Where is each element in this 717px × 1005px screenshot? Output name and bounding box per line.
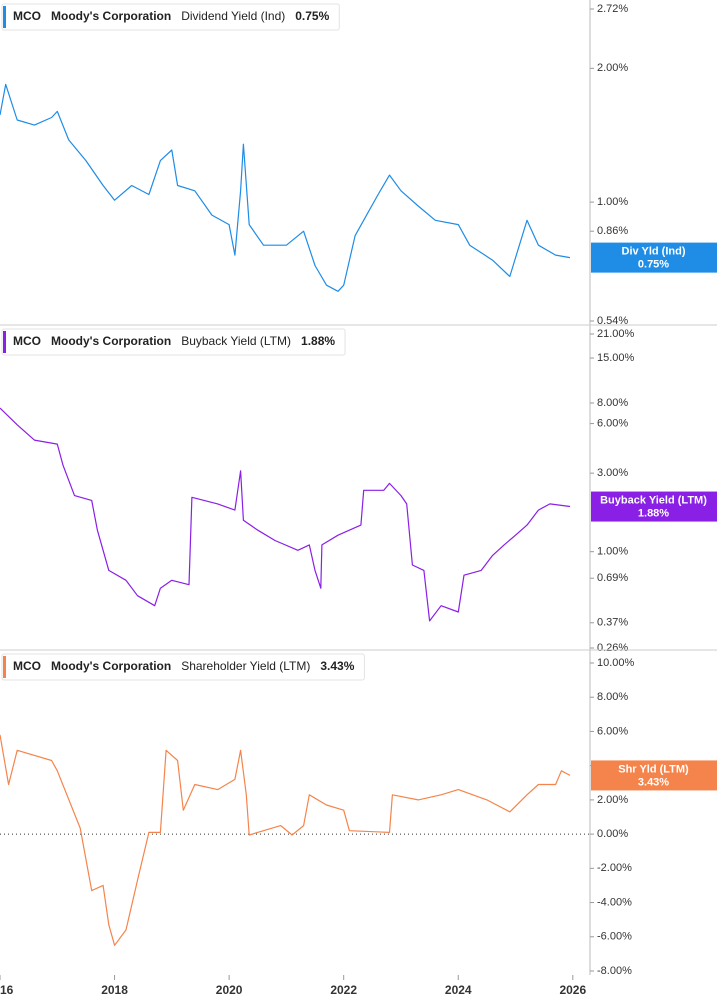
y-tick-label: -6.00%: [597, 931, 632, 943]
header-box: [1, 328, 346, 356]
metric-name: Shareholder Yield (LTM): [181, 659, 310, 673]
y-tick-label: 6.00%: [597, 417, 628, 429]
data-line: [0, 83, 571, 292]
y-tick-label: 0.00%: [597, 828, 628, 840]
ticker: MCO: [13, 659, 41, 673]
header-accent: [3, 331, 6, 353]
x-tick-label: 2024: [445, 983, 472, 997]
header-box: [1, 3, 340, 31]
tag-value: 3.43%: [638, 776, 669, 788]
y-tick-label: 0.54%: [597, 315, 628, 327]
y-tick-label: 21.00%: [597, 328, 635, 340]
company: Moody's Corporation: [51, 9, 171, 23]
x-tick-label: 2020: [216, 983, 243, 997]
y-tick-label: 8.00%: [597, 691, 628, 703]
y-tick-label: -2.00%: [597, 862, 632, 874]
metric-name: Dividend Yield (Ind): [181, 9, 285, 23]
ticker: MCO: [13, 334, 41, 348]
latest-tag: [591, 242, 717, 273]
company: Moody's Corporation: [51, 659, 171, 673]
latest-tag: [591, 760, 717, 791]
x-tick-label: 2018: [101, 983, 128, 997]
y-tick-label: 0.69%: [597, 572, 628, 584]
y-tick-label: 1.00%: [597, 196, 628, 208]
x-tick-label: 2022: [330, 983, 357, 997]
y-tick-label: 8.00%: [597, 397, 628, 409]
y-tick-label: 2.00%: [597, 794, 628, 806]
tag-value: 1.88%: [638, 507, 669, 519]
tag-label: Shr Yld (LTM): [618, 763, 689, 775]
latest-value: 0.75%: [295, 9, 329, 23]
tag-value: 0.75%: [638, 259, 669, 271]
tag-label: Buyback Yield (LTM): [600, 494, 707, 506]
y-tick-label: 0.26%: [597, 642, 628, 654]
y-tick-label: 2.00%: [597, 62, 628, 74]
company: Moody's Corporation: [51, 334, 171, 348]
ticker: MCO: [13, 9, 41, 23]
data-line: [0, 734, 571, 946]
header-accent: [3, 6, 6, 28]
metric-name: Buyback Yield (LTM): [181, 334, 291, 348]
data-line: [0, 407, 571, 622]
header-box: [1, 653, 365, 681]
y-tick-label: -8.00%: [597, 965, 632, 977]
x-tick-label: 2016: [0, 983, 14, 997]
latest-tag: [591, 491, 717, 522]
y-tick-label: 3.00%: [597, 467, 628, 479]
y-tick-label: -4.00%: [597, 896, 632, 908]
latest-value: 3.43%: [320, 659, 354, 673]
y-tick-label: 2.72%: [597, 3, 628, 15]
x-tick-label: 2026: [559, 983, 586, 997]
y-tick-label: 15.00%: [597, 352, 635, 364]
y-tick-label: 0.37%: [597, 617, 628, 629]
y-tick-label: 0.86%: [597, 225, 628, 237]
tag-label: Div Yld (Ind): [622, 246, 686, 258]
y-tick-label: 1.00%: [597, 546, 628, 558]
latest-value: 1.88%: [301, 334, 335, 348]
y-tick-label: 10.00%: [597, 657, 635, 669]
y-tick-label: 6.00%: [597, 725, 628, 737]
header-accent: [3, 656, 6, 678]
